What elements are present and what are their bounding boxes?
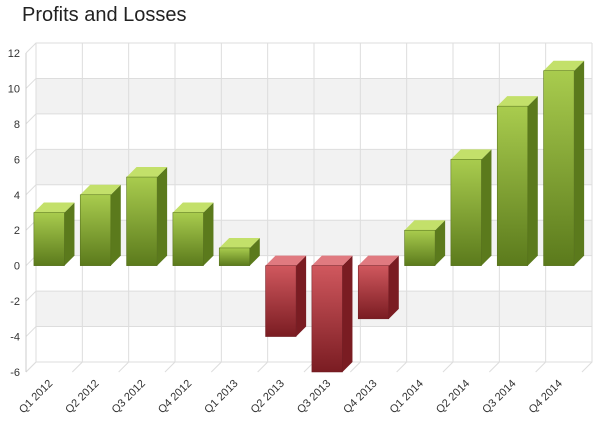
x-tick-label: Q2 2013 xyxy=(249,378,287,416)
bar xyxy=(33,202,75,266)
bar-side xyxy=(527,96,538,266)
bar-front xyxy=(543,70,575,266)
gridline-x xyxy=(210,43,222,373)
y-tick-label: 4 xyxy=(14,190,20,202)
bar xyxy=(265,255,307,337)
y-tick-label: 8 xyxy=(14,119,20,131)
gridline-y xyxy=(25,42,592,54)
bar-side xyxy=(342,255,353,372)
bar-side xyxy=(110,184,121,266)
gridline-y xyxy=(25,326,592,337)
bar-front xyxy=(126,176,158,266)
y-tick-label: 6 xyxy=(14,154,20,166)
y-tick-label: 0 xyxy=(14,261,20,273)
y-tick-label: 10 xyxy=(8,83,20,95)
bar-top xyxy=(543,60,585,71)
x-tick-label: Q2 2014 xyxy=(434,378,472,416)
bar-front xyxy=(218,247,251,266)
bar-front xyxy=(311,265,343,373)
gridline-x xyxy=(164,43,176,373)
bar xyxy=(450,149,492,266)
y-tick-label: 2 xyxy=(14,225,20,237)
gridline-x xyxy=(442,43,454,373)
x-tick-label: Q3 2013 xyxy=(295,378,333,416)
bar-side xyxy=(249,237,260,266)
bar xyxy=(496,96,538,266)
bar-side xyxy=(435,220,446,266)
grid-lines xyxy=(25,42,593,373)
bar-front xyxy=(172,212,204,266)
bar-side xyxy=(574,60,585,266)
y-tick-label: 12 xyxy=(8,48,20,60)
bar-front xyxy=(79,194,112,266)
gridline-x xyxy=(396,43,408,373)
chart-title: Profits and Losses xyxy=(22,4,187,26)
bars xyxy=(33,60,585,373)
bar-front xyxy=(404,229,436,266)
bar-top xyxy=(358,255,399,266)
y-tick-label: -6 xyxy=(10,367,20,379)
bar-front xyxy=(496,105,529,266)
y-tick-label: -4 xyxy=(10,332,20,344)
gridline-x xyxy=(71,43,83,373)
bar-side xyxy=(296,255,307,337)
x-tick-label: Q2 2012 xyxy=(63,378,101,416)
bar-top xyxy=(265,255,307,266)
bar-front xyxy=(33,212,65,266)
bar-top xyxy=(33,202,75,213)
bar-top xyxy=(404,220,446,231)
x-tick-label: Q4 2014 xyxy=(527,378,565,416)
bar xyxy=(172,202,214,266)
bar xyxy=(543,60,585,266)
gridline-x xyxy=(118,43,130,373)
bar-top xyxy=(311,255,353,266)
x-tick-label: Q1 2013 xyxy=(202,378,240,416)
x-tick-label: Q4 2012 xyxy=(156,378,194,416)
bar-side xyxy=(157,167,168,266)
x-tick-label: Q4 2013 xyxy=(341,378,379,416)
bar-top xyxy=(450,149,492,160)
x-tick-label: Q3 2014 xyxy=(480,378,518,416)
bar-front xyxy=(450,159,482,266)
bar-top xyxy=(172,202,214,213)
bar-top xyxy=(219,237,260,248)
bar-side xyxy=(481,149,492,266)
bar xyxy=(404,220,446,266)
x-tick-label: Q1 2014 xyxy=(388,378,426,416)
gridline-x xyxy=(25,43,37,373)
bar-top xyxy=(80,184,121,195)
gridline-x xyxy=(349,43,361,373)
bar-side xyxy=(64,202,75,266)
bar-side xyxy=(203,202,214,266)
bar xyxy=(357,255,399,320)
x-tick-label: Q1 2012 xyxy=(17,378,55,416)
bar xyxy=(79,184,121,266)
bar-top xyxy=(497,96,538,107)
bar xyxy=(311,255,353,373)
bar-side xyxy=(388,255,399,319)
bar-front xyxy=(265,265,297,337)
y-tick-label: -2 xyxy=(10,296,20,308)
gridline-x xyxy=(581,43,593,373)
gridline-x xyxy=(257,43,269,373)
bar-front xyxy=(357,265,390,320)
bar-top xyxy=(126,167,168,178)
bar xyxy=(218,237,260,266)
bar xyxy=(126,167,168,266)
x-tick-label: Q3 2012 xyxy=(110,378,148,416)
